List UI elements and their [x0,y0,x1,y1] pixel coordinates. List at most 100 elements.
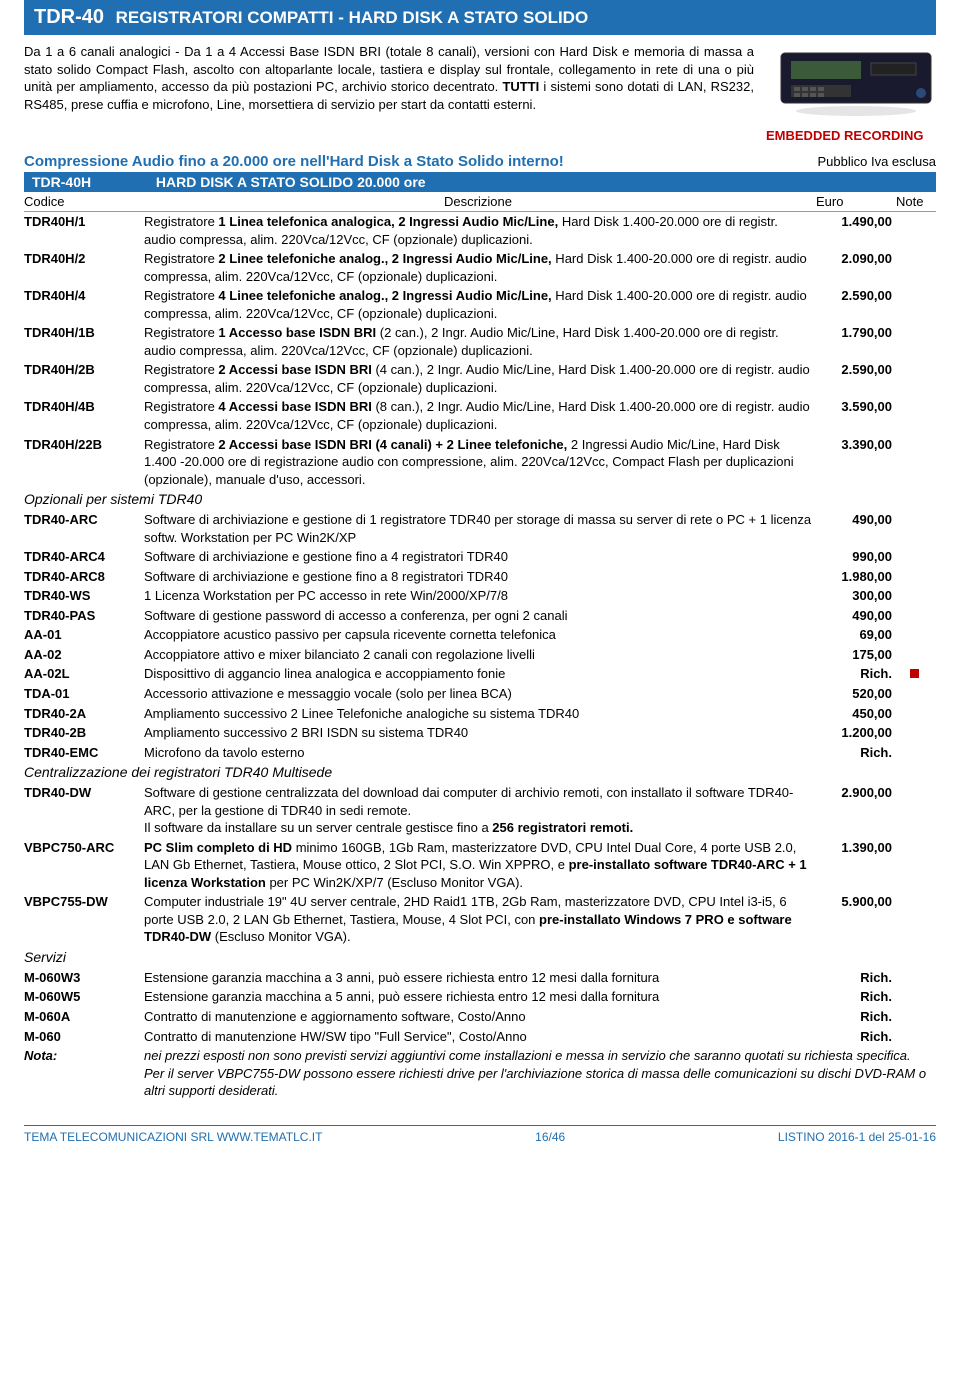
cell-desc: Registratore 1 Linea telefonica analogic… [144,212,816,250]
cell-note [896,892,936,947]
cell-price: Rich. [816,1007,896,1027]
cell-price: 520,00 [816,684,896,704]
cell-note [896,704,936,724]
cell-price: 2.590,00 [816,360,896,397]
table-row: TDR40H/1Registratore 1 Linea telefonica … [24,212,936,250]
cell-price: 3.390,00 [816,435,896,490]
table-row: TDR40-ARCSoftware di archiviazione e ges… [24,510,936,547]
cell-code: TDR40H/2B [24,360,144,397]
cell-code: TDR40H/4B [24,397,144,434]
cell-price: 300,00 [816,586,896,606]
cell-code: M-060 [24,1027,144,1047]
cell-desc: Computer industriale 19" 4U server centr… [144,892,816,947]
cell-code: TDR40-ARC8 [24,567,144,587]
cell-price: Rich. [816,664,896,684]
cell-code: TDR40-DW [24,783,144,838]
cell-code: TDA-01 [24,684,144,704]
table-row: TDR40-ARC4Software di archiviazione e ge… [24,547,936,567]
cell-note [896,435,936,490]
cell-desc: Registratore 2 Accessi base ISDN BRI (4 … [144,360,816,397]
cell-price: Rich. [816,1027,896,1047]
cell-note [896,684,936,704]
table-row: TDR40-EMCMicrofono da tavolo esternoRich… [24,743,936,763]
table-row: TDR40H/2Registratore 2 Linee telefoniche… [24,249,936,286]
cell-note [896,323,936,360]
cell-note [896,586,936,606]
device-icon [776,43,936,123]
table-row: M-060AContratto di manutenzione e aggior… [24,1007,936,1027]
cell-note [896,547,936,567]
cell-note [896,212,936,250]
cell-note [896,606,936,626]
table-row: TDR40H/2BRegistratore 2 Accessi base ISD… [24,360,936,397]
cell-price: 1.980,00 [816,567,896,587]
table-row: TDR40H/4Registratore 4 Linee telefoniche… [24,286,936,323]
cell-price: Rich. [816,743,896,763]
cell-code: M-060A [24,1007,144,1027]
page-header: TDR-40 REGISTRATORI COMPATTI - HARD DISK… [24,0,936,35]
cell-code: M-060W5 [24,987,144,1007]
cell-code: TDR40-ARC [24,510,144,547]
cell-desc: Contratto di manutenzione HW/SW tipo "Fu… [144,1027,816,1047]
section-opts: Opzionali per sistemi TDR40 [24,489,936,510]
embedded-label: EMBEDDED RECORDING [766,128,936,143]
nota-text: nei prezzi esposti non sono previsti ser… [144,1046,936,1101]
cell-price: 5.900,00 [816,892,896,947]
page-footer: TEMA TELECOMUNICAZIONI SRL WWW.TEMATLC.I… [24,1125,936,1144]
table-row: AA-02LDisposittivo di aggancio linea ana… [24,664,936,684]
section-tdr40h: TDR-40H HARD DISK A STATO SOLIDO 20.000 … [24,172,936,192]
cell-note [896,567,936,587]
cell-desc: Disposittivo di aggancio linea analogica… [144,664,816,684]
cell-price: 1.490,00 [816,212,896,250]
cell-note [896,625,936,645]
cell-code: TDR40H/4 [24,286,144,323]
cell-code: VBPC755-DW [24,892,144,947]
table-header-row: Codice Descrizione Euro Note [24,192,936,212]
cell-desc: Software di gestione password di accesso… [144,606,816,626]
cell-price: 450,00 [816,704,896,724]
table-row: M-060Contratto di manutenzione HW/SW tip… [24,1027,936,1047]
table-row: M-060W5Estensione garanzia macchina a 5 … [24,987,936,1007]
section-central: Centralizzazione dei registratori TDR40 … [24,762,936,783]
cell-code: TDR40H/1 [24,212,144,250]
cell-code: TDR40-ARC4 [24,547,144,567]
product-title: REGISTRATORI COMPATTI - HARD DISK A STAT… [116,8,589,27]
cell-price: Rich. [816,987,896,1007]
cell-note [896,510,936,547]
cell-desc: Estensione garanzia macchina a 3 anni, p… [144,968,816,988]
table-row: TDR40-2AAmpliamento successivo 2 Linee T… [24,704,936,724]
cell-desc: 1 Licenza Workstation per PC accesso in … [144,586,816,606]
cell-desc: Microfono da tavolo esterno [144,743,816,763]
cell-code: TDR40H/1B [24,323,144,360]
cell-desc: Software di archiviazione e gestione fin… [144,567,816,587]
cell-price: 490,00 [816,606,896,626]
table-row: TDR40-DWSoftware di gestione centralizza… [24,783,936,838]
cell-code: TDR40H/2 [24,249,144,286]
cell-desc: Software di archiviazione e gestione fin… [144,547,816,567]
cell-note [896,1027,936,1047]
cell-desc: Accoppiatore attivo e mixer bilanciato 2… [144,645,816,665]
cell-desc: Ampliamento successivo 2 Linee Telefonic… [144,704,816,724]
cell-code: AA-02L [24,664,144,684]
footer-left: TEMA TELECOMUNICAZIONI SRL WWW.TEMATLC.I… [24,1130,322,1144]
cell-desc: Registratore 2 Accessi base ISDN BRI (4 … [144,435,816,490]
cell-note [896,987,936,1007]
cell-price: 2.090,00 [816,249,896,286]
table-row: TDR40-2BAmpliamento successivo 2 BRI ISD… [24,723,936,743]
cell-desc: Contratto di manutenzione e aggiornament… [144,1007,816,1027]
vat-label: Pubblico Iva esclusa [817,154,936,169]
cell-price: 990,00 [816,547,896,567]
cell-code: AA-02 [24,645,144,665]
cell-desc: Accoppiatore acustico passivo per capsul… [144,625,816,645]
cell-desc: PC Slim completo di HD minimo 160GB, 1Gb… [144,838,816,893]
cell-note [896,783,936,838]
cell-desc: Registratore 2 Linee telefoniche analog.… [144,249,816,286]
table-row: VBPC750-ARCPC Slim completo di HD minimo… [24,838,936,893]
table-row: TDR40-PASSoftware di gestione password d… [24,606,936,626]
cell-price: 3.590,00 [816,397,896,434]
cell-price: 1.390,00 [816,838,896,893]
cell-note [896,360,936,397]
cell-code: TDR40-2B [24,723,144,743]
cell-code: VBPC750-ARC [24,838,144,893]
section-services: Servizi [24,947,936,968]
